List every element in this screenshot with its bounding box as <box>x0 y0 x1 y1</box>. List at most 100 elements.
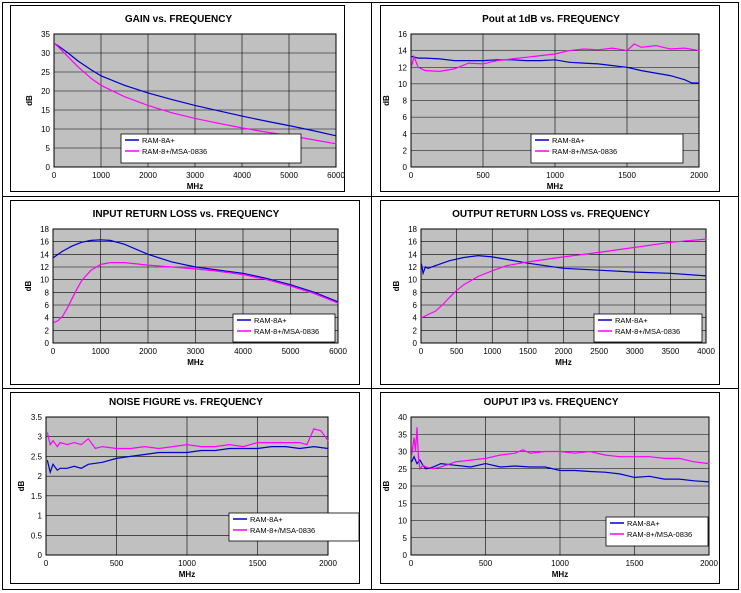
data-point <box>574 452 576 454</box>
data-point <box>684 47 685 49</box>
data-point <box>242 272 244 274</box>
data-point <box>228 444 230 445</box>
data-point <box>337 302 339 304</box>
data-point <box>52 463 54 465</box>
data-point <box>415 451 416 452</box>
data-point <box>698 50 700 51</box>
data-point <box>47 460 48 461</box>
y-tick-label: 3.5 <box>31 413 43 422</box>
data-point <box>500 466 501 468</box>
data-point <box>417 66 419 68</box>
legend-label: RAM-8+/MSA-0836 <box>615 327 680 336</box>
data-point <box>313 446 315 447</box>
data-point <box>432 466 434 468</box>
legend-box <box>530 133 684 164</box>
data-point <box>425 466 427 468</box>
y-tick-label: 20 <box>398 482 407 491</box>
legend-box <box>120 133 302 164</box>
data-point <box>214 450 216 451</box>
x-tick-label: 500 <box>450 347 464 356</box>
data-point <box>439 58 441 60</box>
data-point <box>434 310 436 312</box>
data-point <box>312 139 313 141</box>
y-tick-label: 1 <box>38 512 43 521</box>
y-axis-label: dB <box>392 280 401 291</box>
data-point <box>691 82 693 84</box>
data-point <box>56 446 58 447</box>
data-point <box>285 442 287 443</box>
data-point <box>265 120 266 122</box>
y-tick-label: 10 <box>408 276 417 285</box>
data-point <box>540 55 541 56</box>
data-point <box>604 471 606 473</box>
data-point <box>663 478 665 480</box>
y-tick-label: 0 <box>46 163 51 172</box>
data-point <box>124 84 125 86</box>
data-point <box>53 257 54 258</box>
data-point <box>87 438 89 440</box>
data-point <box>544 451 546 452</box>
data-point <box>463 257 465 258</box>
data-point <box>468 62 469 64</box>
data-point <box>529 466 531 468</box>
y-tick-label: 2.5 <box>31 452 43 461</box>
data-point <box>194 118 196 119</box>
data-point <box>440 463 442 464</box>
x-tick-label: 1000 <box>546 171 564 180</box>
x-tick-label: 0 <box>409 559 414 568</box>
layout-line <box>2 388 739 389</box>
data-point <box>421 317 422 319</box>
x-tick-label: 3500 <box>661 347 679 356</box>
x-tick-label: 2000 <box>139 347 157 356</box>
data-point <box>416 426 418 428</box>
data-point <box>634 247 636 248</box>
x-tick-label: 4000 <box>234 347 252 356</box>
data-point <box>241 115 243 117</box>
data-point <box>413 56 415 57</box>
data-point <box>49 444 51 445</box>
y-tick-label: 4 <box>403 130 408 139</box>
data-point <box>559 451 561 452</box>
y-tick-label: 2 <box>45 326 50 335</box>
data-point <box>612 65 613 66</box>
legend-box <box>593 313 703 343</box>
data-point <box>434 265 436 267</box>
data-point <box>589 451 591 452</box>
x-tick-label: 0 <box>409 171 414 180</box>
data-point <box>427 267 429 269</box>
data-point <box>669 75 671 76</box>
x-axis-label: MHz <box>187 182 203 191</box>
data-point <box>411 65 413 66</box>
data-point <box>678 478 680 480</box>
data-point <box>626 66 628 68</box>
data-point <box>468 60 469 61</box>
data-point <box>116 448 117 449</box>
x-tick-label: 2000 <box>555 347 573 356</box>
data-point <box>604 454 606 456</box>
x-tick-label: 1500 <box>519 347 537 356</box>
y-tick-label: 16 <box>40 238 49 247</box>
y-tick-label: 3 <box>38 433 43 442</box>
data-point <box>649 475 650 477</box>
data-point <box>200 450 202 451</box>
data-point <box>456 290 457 291</box>
x-tick-label: 5000 <box>282 347 300 356</box>
data-point <box>527 262 529 264</box>
chart-svg: INPUT RETURN LOSS vs. FREQUENCY 0 2 4 6 8 10 12… <box>24 209 347 367</box>
data-point <box>425 57 426 59</box>
chart-title: GAIN vs. FREQUENCY <box>125 14 233 25</box>
y-tick-label: 12 <box>40 263 49 272</box>
chart-panel: OUTPUT RETURN LOSS vs. FREQUENCY 0 2 4 6 8 10 1… <box>380 200 720 385</box>
data-point <box>470 459 471 461</box>
legend-label: RAM-8A+ <box>250 515 283 524</box>
data-point <box>439 71 441 72</box>
data-point <box>527 261 529 263</box>
data-point <box>102 446 103 447</box>
data-point <box>693 480 695 482</box>
data-point <box>81 280 82 282</box>
data-point <box>123 243 125 245</box>
data-point <box>290 285 291 287</box>
data-point <box>449 260 450 262</box>
data-point <box>218 110 219 112</box>
data-point <box>422 464 424 466</box>
